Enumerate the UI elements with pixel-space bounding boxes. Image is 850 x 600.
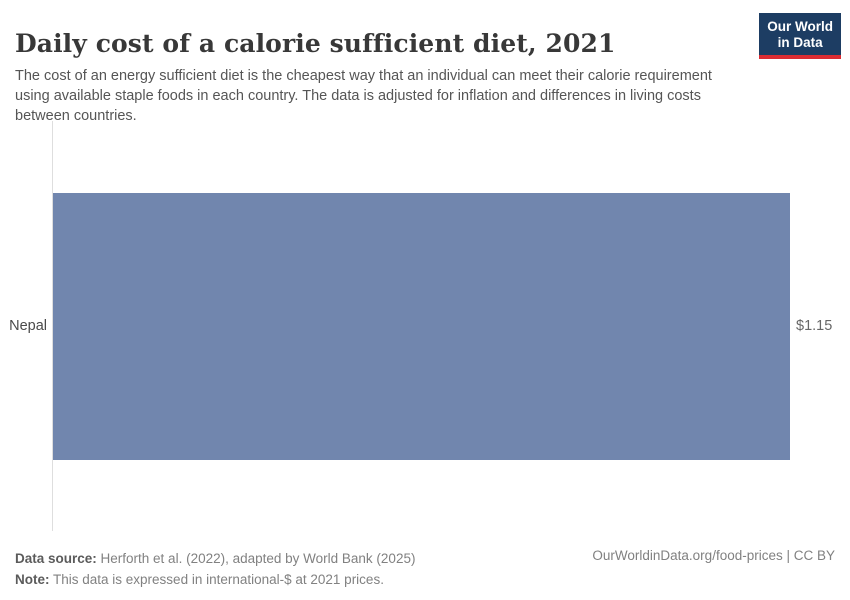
owid-logo: Our World in Data	[759, 13, 841, 59]
owid-logo-line1: Our World	[767, 19, 833, 34]
note-line: Note: This data is expressed in internat…	[15, 569, 415, 590]
data-source-text: Herforth et al. (2022), adapted by World…	[96, 551, 416, 566]
y-axis-line	[52, 121, 53, 531]
owid-logo-line2: in Data	[777, 35, 823, 50]
attribution: OurWorldinData.org/food-prices | CC BY	[592, 548, 835, 563]
data-source-label: Data source:	[15, 551, 97, 566]
page-title: Daily cost of a calorie sufficient diet,…	[15, 28, 616, 58]
page-subtitle: The cost of an energy sufficient diet is…	[15, 67, 712, 124]
note-text: This data is expressed in international-…	[49, 572, 384, 587]
data-source-line: Data source: Herforth et al. (2022), ada…	[15, 548, 415, 569]
bar-nepal	[53, 193, 790, 460]
bar-track	[53, 193, 790, 460]
entity-label-nepal: Nepal	[9, 318, 47, 334]
footer-left: Data source: Herforth et al. (2022), ada…	[15, 548, 415, 590]
note-label: Note:	[15, 572, 50, 587]
value-label-nepal: $1.15	[796, 318, 833, 334]
